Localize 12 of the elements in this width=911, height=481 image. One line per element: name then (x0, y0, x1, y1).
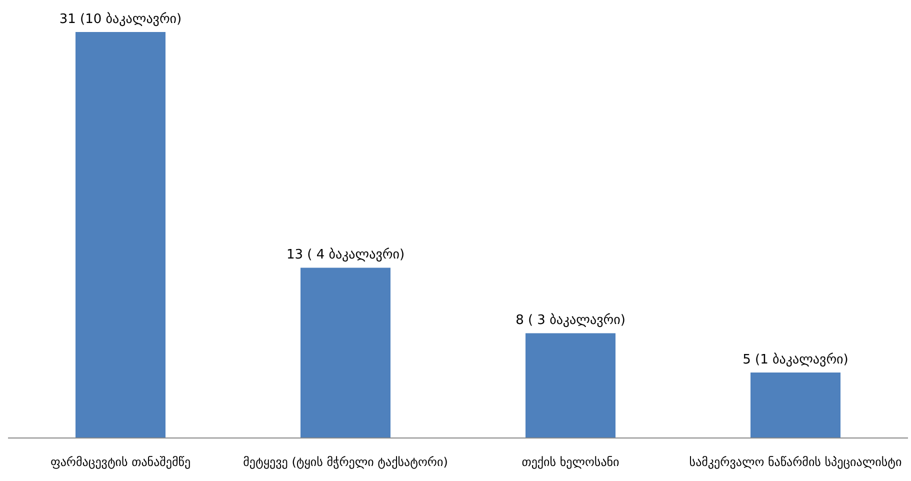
data-label: 5 (1 ბაკალავრი) (742, 352, 848, 368)
bar (750, 372, 840, 438)
x-tick-label: თექის ხელოსანი (522, 455, 620, 469)
x-tick-label: ფარმაცევტის თანაშემწე (50, 455, 191, 469)
bar (76, 32, 166, 438)
data-label: 8 ( 3 ბაკალავრი) (516, 313, 626, 328)
bar (300, 268, 390, 438)
x-tick-label: მეტყევე (ტყის მჭრელი ტაქსატორი) (243, 455, 448, 469)
data-label: 31 (10 ბაკალავრი) (59, 12, 182, 27)
x-tick-label: სამკერვალო ნაწარმის სპეციალისტი (689, 455, 902, 469)
bar (526, 333, 616, 438)
data-label: 13 ( 4 ბაკალავრი) (286, 248, 405, 263)
